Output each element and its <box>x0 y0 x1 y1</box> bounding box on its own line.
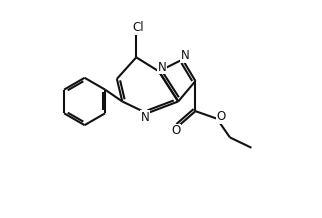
Text: O: O <box>217 111 226 123</box>
Text: N: N <box>158 61 166 73</box>
Text: N: N <box>140 111 149 124</box>
Text: O: O <box>171 124 180 138</box>
Text: N: N <box>181 49 189 62</box>
Text: Cl: Cl <box>132 21 144 34</box>
